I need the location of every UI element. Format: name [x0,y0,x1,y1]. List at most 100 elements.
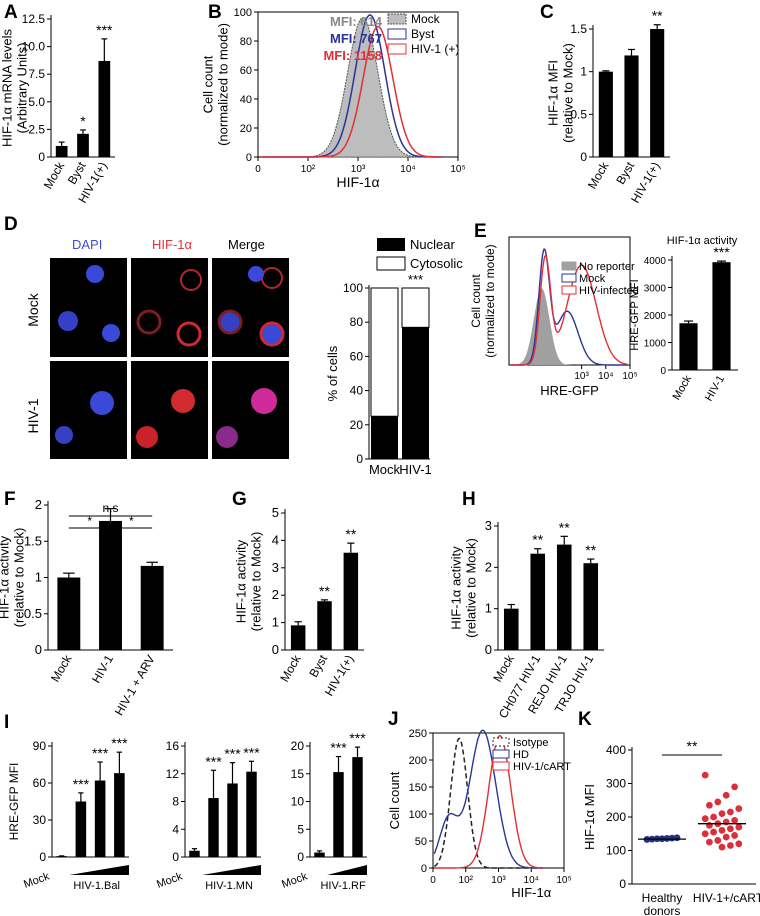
panel-label-h: H [462,489,476,510]
k-point [735,840,743,848]
j-y-tick-label: 100 [409,809,427,821]
e1-series-no-reporter [511,288,628,365]
i2-y-tick-label: 4 [172,822,179,836]
f-category-label: HIV-1 + ARV [112,653,158,718]
i2-y-tick-label: 12 [166,767,180,781]
i1-significance: *** [73,776,90,792]
j-series-hd [433,729,543,869]
g-bar [290,625,306,650]
d-y-tick-label: 60 [350,349,364,363]
i2-x-label: HIV-1.MN [205,880,253,892]
column-title-merge: Merge [228,237,265,252]
k-y-tick-label: 0 [619,877,626,891]
k-y-tick-label: 100 [606,844,626,858]
a-y-tick-label: 12.5 [22,12,46,26]
k-point [722,818,730,826]
k-point [714,837,722,844]
c-y-tick-label: 1.5 [570,22,587,36]
g-category-label: Mock [277,652,304,685]
c-significance: ** [652,8,663,24]
i1-mock-label: Mock [22,870,51,890]
j-x-tick-label: 10² [459,875,474,886]
j-x-tick-label: 10³ [491,875,506,886]
k-y-label: HIF-1α MFI [582,784,597,850]
d-y-tick-label: 40 [350,384,364,398]
g-y-tick-label: 2 [272,587,279,602]
k-point [710,828,717,836]
i1-y-label: HRE-GFP MFI [7,763,21,841]
c-y-label: (relative to Mock) [561,43,576,143]
c-y-tick-label: 0.5 [570,107,587,121]
d-y-tick-label: 20 [350,418,364,432]
i1-y-tick-label: 90 [33,739,47,753]
j-y-tick-label: 200 [409,755,427,767]
g-significance: ** [319,583,330,599]
i1-x-label: HIV-1.Bal [73,880,119,892]
i3-significance: *** [330,740,347,756]
e2-y-tick-label: 4000 [644,256,667,267]
i3-y-tick-label: 15 [291,767,305,781]
g-y-label: HIF-1α activity [234,539,249,623]
d-bar-cytosolic [401,287,430,328]
i3-mock-label: Mock [280,870,309,890]
image-hif-mock [131,258,208,357]
f-y-label: HIF-1α activity [0,535,12,619]
e1-legend-label: Mock [579,273,606,285]
e2-y-tick-label: 1000 [644,339,667,350]
b-series-hiv [262,25,442,158]
b-y-label: Cell count [201,55,216,113]
e1-x-tick-label: 10⁵ [622,371,637,382]
k-point [718,827,726,834]
i2-significance: *** [205,753,222,769]
c-y-tick-label: 0 [580,150,587,164]
h-category-label: Mock [490,652,517,685]
column-title-dapi: DAPI [72,237,103,252]
b-mfi-annotation: MFI: 767 [330,31,382,46]
k-y-tick-label: 400 [606,743,626,757]
g-y-label: (relative to Mock) [249,532,264,632]
k-y-tick-label: 200 [606,810,626,824]
i2-significance: *** [224,746,241,762]
j-legend-swatch [492,737,510,747]
b-legend-label: Byst [411,27,435,41]
panel-label-c: C [540,2,554,23]
h-y-tick-label: 2 [485,559,492,574]
f-y-tick-label: 1.5 [24,533,42,548]
e2-bar [712,262,731,370]
i1-significance: *** [92,745,109,761]
column-title-hif: HIF-1α [152,237,193,252]
a-bar [55,145,68,157]
b-legend-label: HIV-1 (+) [411,42,459,56]
h-bar [530,553,546,650]
e2-title: HIF-1α activity [667,235,738,247]
e1-legend-label: HIV-infected [579,285,639,297]
k-point [731,816,738,824]
h-y-tick-label: 1 [485,601,492,616]
k-point [722,833,730,841]
j-x-tick-label: 0 [430,875,436,886]
b-mfi-annotation: MFI: 1158 [323,48,382,63]
i3-x-label: HIV-1.RF [320,880,366,892]
b-y-tick-label: 0 [246,152,252,164]
k-point [727,842,734,849]
a-significance: *** [96,22,113,38]
f-bar [99,520,122,650]
g-category-label: Byst [306,652,330,680]
i2-significance: *** [243,744,260,760]
b-legend-label: Mock [411,12,441,26]
j-legend-label: HIV-1/cART [513,761,571,773]
b-legend-swatch [387,28,407,40]
k-point [735,805,743,813]
k-point [706,801,713,809]
panel-label-f: F [4,489,16,510]
a-y-tick-label: 10.0 [22,40,46,54]
d-y-tick-label: 100 [343,281,363,295]
a-y-label: HIF-1α mRNA levels [0,28,15,147]
d-legend-swatch [377,238,405,251]
b-y-tick-label: 100 [234,7,252,19]
d-significance: *** [408,272,423,287]
k-y-tick-label: 300 [606,777,626,791]
k-point [727,825,734,833]
d-y-tick-label: 0 [356,452,363,466]
